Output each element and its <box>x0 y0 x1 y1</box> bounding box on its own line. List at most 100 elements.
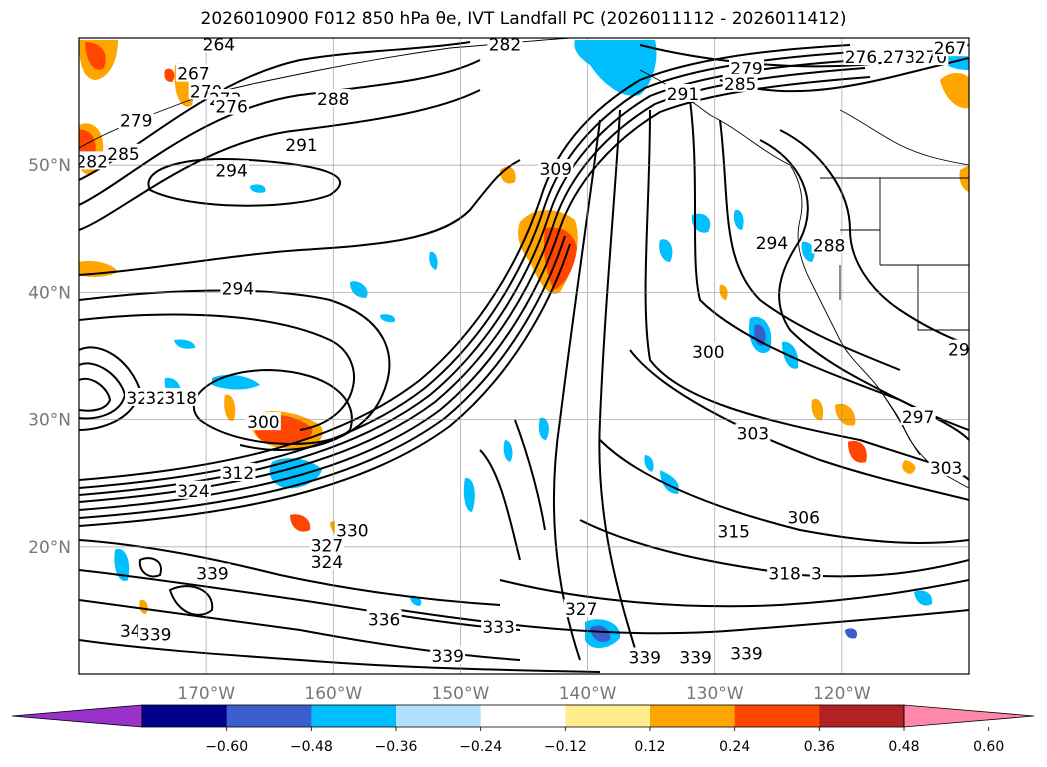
contour-line <box>79 89 481 231</box>
contour-line <box>629 349 969 501</box>
contour-label: 288 <box>813 236 845 256</box>
contour-line <box>79 289 391 451</box>
contour-label: 300 <box>247 413 279 433</box>
contour-label-bg <box>735 423 771 442</box>
contour-label-bg <box>690 342 726 361</box>
contour-label-bg <box>118 110 154 129</box>
contour-label-bg <box>729 58 764 77</box>
colorbar-label: −0.24 <box>459 739 502 755</box>
contour-line <box>79 51 856 489</box>
contour-label-bg <box>767 563 803 582</box>
colorbar-extend-low <box>11 704 143 728</box>
ivt-negative-region <box>350 281 368 298</box>
colorbar-segment <box>734 705 820 727</box>
contour-label-bg <box>284 134 319 153</box>
ivt-negative-region <box>733 209 744 230</box>
contour-line <box>79 377 112 412</box>
contour-line <box>79 243 571 527</box>
contour-label: 267 <box>177 65 209 85</box>
contour-label-bg <box>175 480 211 499</box>
colorbar-segment <box>565 705 651 727</box>
contour-label: 309 <box>540 160 572 180</box>
coastline-baja <box>879 389 921 456</box>
contour-label: 327 <box>311 537 343 557</box>
state-borders <box>839 178 969 331</box>
contour-label-bg <box>843 47 879 66</box>
contour-label-bg <box>366 609 402 628</box>
contour-label-bg <box>106 143 141 162</box>
ivt-positive-region <box>902 460 916 474</box>
contour-label-bg <box>811 235 847 254</box>
contour-label-bg <box>163 387 199 406</box>
contour-line <box>79 639 601 673</box>
contour-label-bg <box>214 160 250 179</box>
contour-label: 339 <box>730 645 762 665</box>
latitude-tick-labels: 50°N 40°N 30°N 20°N <box>28 156 71 558</box>
colorbar-segment <box>226 705 312 727</box>
colorbar-label: −0.48 <box>290 739 333 755</box>
ivt-positive-region <box>164 68 175 82</box>
contour-label: 300 <box>692 343 724 363</box>
contour-line <box>644 109 969 481</box>
contour-label-bg <box>786 507 822 526</box>
ivt-positive-region <box>959 165 969 192</box>
contour-label: 339 <box>139 626 171 646</box>
contour-label-bg <box>722 73 758 92</box>
lon-tick-label: 130°W <box>686 684 744 704</box>
colorbar-segment <box>311 705 397 727</box>
contour-label: 285 <box>724 75 756 95</box>
contour-line <box>79 59 861 496</box>
lon-tick-label: 160°W <box>304 684 362 704</box>
contour-label: 285 <box>107 145 139 165</box>
contour-label-bg <box>729 643 764 662</box>
contour-label-bg <box>932 38 968 57</box>
contour-label: 264 <box>203 35 235 55</box>
contour-line <box>79 313 355 431</box>
contour-label-bg <box>946 339 969 358</box>
ivt-negative-region <box>691 213 711 233</box>
contour-label: 324 <box>311 553 343 573</box>
contour-line <box>79 59 481 206</box>
contour-label: 276 <box>215 98 247 118</box>
ivt-negative-region <box>114 549 130 581</box>
contour-label: 291 <box>667 85 699 105</box>
colorbar: −0.60 −0.48 −0.36 −0.24 −0.12 0.12 0.24 0.36 0.4… <box>11 704 1035 755</box>
ivt-negative-region <box>503 440 513 462</box>
contour-label-bg <box>214 96 250 115</box>
contour-label: 336 <box>368 610 400 630</box>
ivt-positive-region <box>835 403 856 426</box>
ivt-negative-region <box>212 374 260 390</box>
ivt-negative-region <box>538 417 549 440</box>
coastline-canada-inland <box>839 109 969 166</box>
contour-label-bg <box>245 412 281 431</box>
ivt-negative-region <box>590 625 611 642</box>
contour-label: 339 <box>196 565 228 585</box>
plot-frame <box>78 37 970 675</box>
contour-line <box>79 362 127 420</box>
contour-label: 267 <box>934 39 966 59</box>
contour-labels: 2642672702732762792822852882912943092822… <box>79 35 969 668</box>
colorbar-segment <box>142 705 228 727</box>
contour-label: 339 <box>629 648 661 668</box>
colorbar-segment <box>396 705 482 727</box>
ivt-negative-region <box>644 455 654 472</box>
contour-label-bg <box>430 646 466 665</box>
contour-label-bg <box>309 535 345 554</box>
lon-tick-label: 170°W <box>177 684 235 704</box>
lon-tick-label: 150°W <box>432 684 490 704</box>
map-title: 2026010900 F012 850 hPa θe, IVT Landfall… <box>200 9 847 29</box>
contour-label: 333 <box>482 618 514 638</box>
lat-tick-label: 30°N <box>28 411 71 431</box>
contour-label-bg <box>220 463 256 482</box>
contour-label-bg <box>481 616 517 635</box>
ivt-negative-region <box>380 314 396 323</box>
contour-line <box>138 557 162 578</box>
contour-label: 303 <box>930 459 962 479</box>
contour-line <box>599 439 969 544</box>
contour-label-bg <box>716 521 752 540</box>
contour-label-bg <box>220 278 256 297</box>
contour-label: 294 <box>756 234 788 254</box>
contour-label: 306 <box>787 509 819 529</box>
contour-label-bg <box>678 647 714 666</box>
